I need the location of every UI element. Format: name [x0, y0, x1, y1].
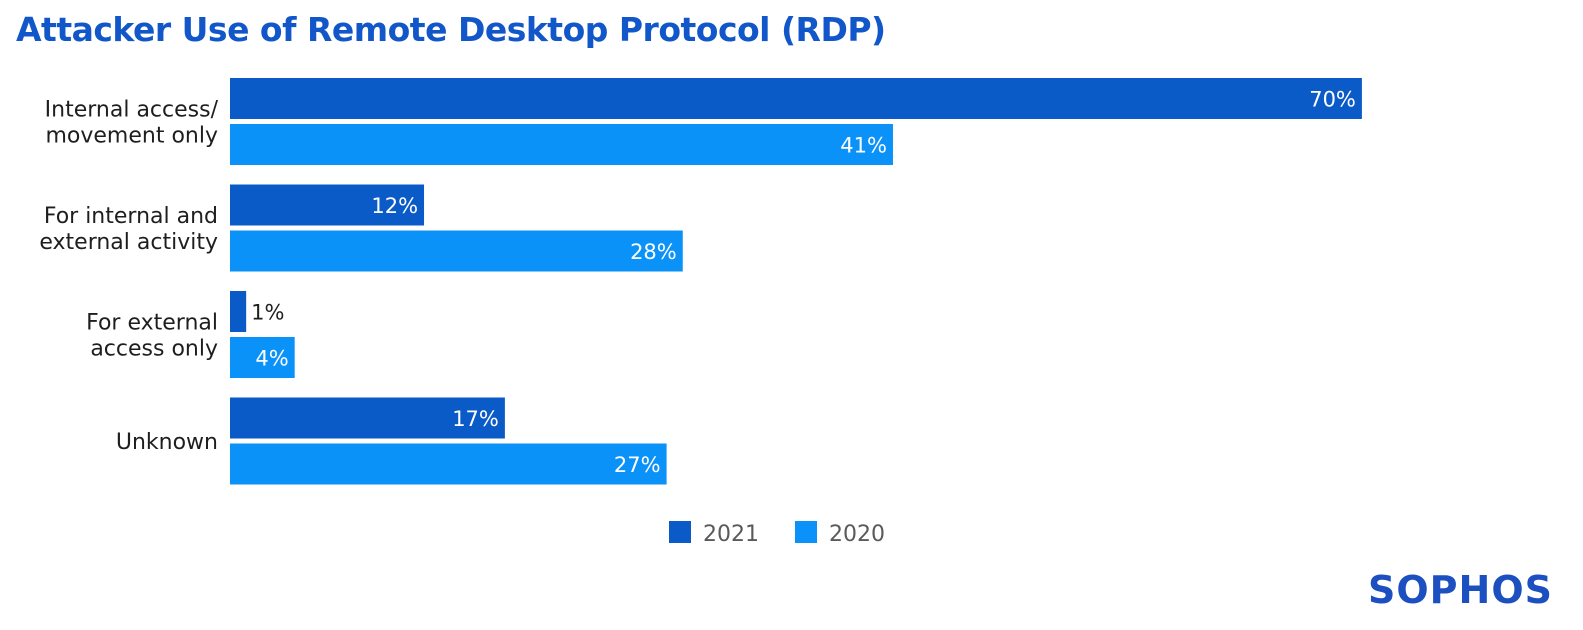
category-label: access only: [90, 337, 218, 362]
data-label: 12%: [371, 194, 418, 218]
bar-2021-2: [230, 291, 247, 332]
category-label: movement only: [45, 124, 218, 149]
bar-2020-3: [230, 443, 667, 485]
bar-2020-1: [230, 230, 683, 272]
category-group: Unknown 17% 27%: [116, 397, 667, 485]
data-label: 17%: [452, 407, 499, 431]
data-label: 70%: [1309, 88, 1356, 112]
legend-swatch-2020: [795, 521, 817, 543]
data-label: 41%: [840, 134, 887, 158]
category-label: For external: [86, 311, 218, 336]
bar-2020-2: [230, 337, 295, 378]
bar-2021-0: [230, 78, 1362, 119]
category-label: Internal access/: [45, 98, 219, 123]
bar-2021-1: [230, 184, 425, 226]
category-group: Internal access/movement only 70% 41%: [45, 78, 1362, 165]
legend-label-2021: 2021: [703, 522, 759, 547]
legend-label-2020: 2020: [829, 522, 885, 547]
chart-title: Attacker Use of Remote Desktop Protocol …: [16, 10, 886, 49]
legend: 2021 2020: [669, 521, 885, 547]
legend-swatch-2021: [669, 521, 691, 543]
bar-2020-0: [230, 124, 893, 165]
category-label: Unknown: [116, 430, 218, 455]
category-label: external activity: [39, 230, 218, 255]
data-label: 4%: [255, 347, 288, 371]
bar-2021-3: [230, 397, 505, 439]
data-label: 1%: [251, 301, 284, 325]
data-label: 28%: [630, 240, 677, 264]
data-label: 27%: [614, 453, 661, 477]
sophos-logo: SOPHOS: [1368, 568, 1553, 612]
category-label: For internal and: [44, 204, 218, 229]
